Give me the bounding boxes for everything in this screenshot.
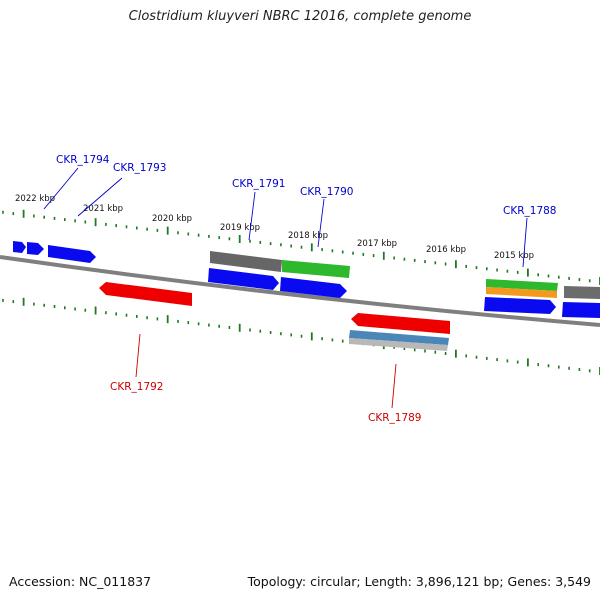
label-leaders xyxy=(43,167,528,409)
feature-row-outer-1 xyxy=(13,241,600,299)
gene-feature-blue[interactable] xyxy=(13,241,26,253)
leader-line xyxy=(77,177,123,217)
scale-label: 2017 kbp xyxy=(357,239,397,249)
feature-row-outer-2 xyxy=(208,268,600,318)
scale-label: 2015 kbp xyxy=(494,251,534,261)
gene-feature-green[interactable] xyxy=(486,279,558,291)
gene-feature-blue[interactable] xyxy=(27,242,44,255)
leader-line xyxy=(43,167,79,210)
map-title: Clostridium kluyveri NBRC 12016, complet… xyxy=(128,9,472,24)
scale-labels: 2022 kbp 2021 kbp 2020 kbp 2019 kbp 2018… xyxy=(15,194,534,261)
gene-label[interactable]: CKR_1793 xyxy=(113,162,166,174)
gene-label[interactable]: CKR_1789 xyxy=(368,412,421,424)
gene-feature-steel[interactable] xyxy=(349,330,449,345)
gene-feature-blue[interactable] xyxy=(208,268,279,290)
gene-feature-red[interactable] xyxy=(99,282,192,306)
gene-feature-blue[interactable] xyxy=(562,302,600,318)
leader-line xyxy=(135,333,141,378)
gene-feature-green[interactable] xyxy=(282,260,350,278)
leader-line xyxy=(248,191,256,241)
gene-feature-blue[interactable] xyxy=(484,297,556,314)
scale-label: 2018 kbp xyxy=(288,231,328,241)
gene-feature-blue[interactable] xyxy=(280,277,347,298)
scale-label: 2020 kbp xyxy=(152,214,192,224)
leader-line xyxy=(522,217,528,268)
scale-label: 2021 kbp xyxy=(83,204,123,214)
gene-label[interactable]: CKR_1788 xyxy=(503,205,556,217)
gene-label[interactable]: CKR_1790 xyxy=(300,186,353,198)
gene-feature-gray[interactable] xyxy=(210,251,282,272)
genome-summary-text: Topology: circular; Length: 3,896,121 bp… xyxy=(247,574,591,589)
gene-labels: CKR_1794 CKR_1793 CKR_1791 CKR_1790 CKR_… xyxy=(56,154,556,424)
feature-row-inner-1 xyxy=(99,282,450,351)
gene-feature-orange[interactable] xyxy=(486,287,557,298)
gene-feature-gray[interactable] xyxy=(564,286,600,299)
gene-feature-blue[interactable] xyxy=(48,245,96,263)
scale-label: 2016 kbp xyxy=(426,245,466,255)
gene-label[interactable]: CKR_1791 xyxy=(232,178,285,190)
gene-label[interactable]: CKR_1792 xyxy=(110,381,163,393)
genome-backbone xyxy=(0,255,600,327)
scale-label: 2022 kbp xyxy=(15,194,55,204)
gene-label[interactable]: CKR_1794 xyxy=(56,154,110,166)
gene-feature-silver[interactable] xyxy=(349,338,448,351)
accession-text: Accession: NC_011837 xyxy=(9,574,152,589)
gene-feature-red[interactable] xyxy=(351,313,450,334)
scale-label: 2019 kbp xyxy=(220,223,260,233)
leader-line xyxy=(317,198,325,248)
leader-line xyxy=(391,363,397,409)
outer-tick-ring xyxy=(2,209,600,285)
